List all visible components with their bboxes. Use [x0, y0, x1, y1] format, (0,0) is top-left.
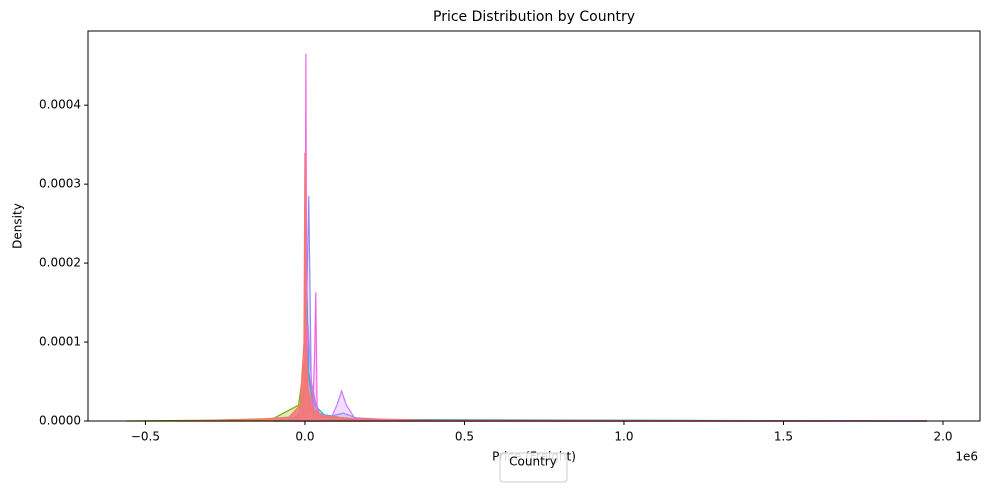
chart-title: Price Distribution by Country — [433, 9, 635, 25]
legend — [499, 452, 568, 483]
legend-title: Country — [509, 455, 557, 469]
density-area — [126, 270, 928, 422]
y-tick-label: 0.0003 — [39, 177, 81, 191]
density-area — [297, 53, 928, 422]
y-axis-label: Density — [11, 203, 25, 249]
x-tick-label: 0.0 — [295, 430, 314, 444]
y-tick-label: 0.0004 — [39, 98, 81, 112]
density-area — [285, 195, 928, 422]
x-tick-label: −0.5 — [131, 430, 160, 444]
y-tick-label: 0.0001 — [39, 335, 81, 349]
axes-frame — [87, 30, 981, 422]
density-area — [177, 152, 928, 422]
x-tick-label: 0.5 — [455, 430, 474, 444]
x-tick-label: 1.5 — [774, 430, 793, 444]
x-offset-label: 1e6 — [955, 450, 978, 464]
density-area — [290, 326, 928, 422]
x-tick-label: 2.0 — [933, 430, 952, 444]
plot-area — [126, 53, 928, 422]
y-tick-label: 0.0002 — [39, 256, 81, 270]
y-tick-label: 0.0000 — [39, 414, 81, 428]
density-area — [272, 270, 928, 422]
x-tick-label: 1.0 — [614, 430, 633, 444]
